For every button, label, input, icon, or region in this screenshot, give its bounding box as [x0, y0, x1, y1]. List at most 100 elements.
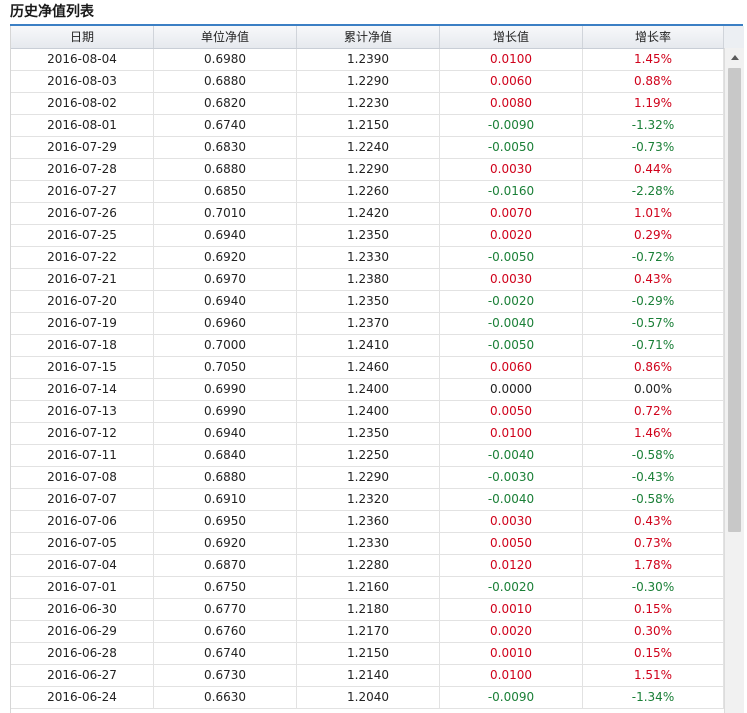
cell-change-value: 0.0020 [440, 621, 583, 642]
cell-date: 2016-08-03 [11, 71, 154, 92]
cell-date: 2016-06-28 [11, 643, 154, 664]
cell-unit-nav: 0.6880 [154, 71, 297, 92]
cell-date: 2016-06-24 [11, 687, 154, 708]
cell-unit-nav: 0.6990 [154, 379, 297, 400]
cell-unit-nav: 0.6920 [154, 247, 297, 268]
cell-change-value: -0.0040 [440, 489, 583, 510]
cell-change-value: -0.0040 [440, 313, 583, 334]
cell-change-rate: -0.72% [583, 247, 724, 268]
cell-change-value: 0.0060 [440, 357, 583, 378]
cell-change-value: -0.0090 [440, 115, 583, 136]
cell-change-value: 0.0070 [440, 203, 583, 224]
cell-date: 2016-07-01 [11, 577, 154, 598]
cell-change-value: 0.0080 [440, 93, 583, 114]
cell-unit-nav: 0.6940 [154, 423, 297, 444]
cell-date: 2016-07-11 [11, 445, 154, 466]
scrollbar-thumb[interactable] [728, 68, 741, 532]
cell-change-rate: 1.78% [583, 555, 724, 576]
cell-change-value: -0.0040 [440, 445, 583, 466]
cell-cumulative-nav: 1.2240 [297, 137, 440, 158]
cell-change-rate: -1.34% [583, 687, 724, 708]
cell-unit-nav: 0.6630 [154, 687, 297, 708]
cell-date: 2016-08-04 [11, 49, 154, 70]
cell-change-rate: -0.57% [583, 313, 724, 334]
cell-date: 2016-07-19 [11, 313, 154, 334]
cell-cumulative-nav: 1.2250 [297, 445, 440, 466]
cell-change-rate: -0.71% [583, 335, 724, 356]
cell-cumulative-nav: 1.2350 [297, 225, 440, 246]
table-row: 2016-07-27 0.6850 1.2260 -0.0160 -2.28% [11, 181, 724, 203]
cell-change-rate: 0.30% [583, 621, 724, 642]
cell-change-rate: -0.58% [583, 445, 724, 466]
cell-change-value: 0.0060 [440, 71, 583, 92]
cell-change-rate: 0.00% [583, 379, 724, 400]
cell-change-rate: -1.32% [583, 115, 724, 136]
cell-cumulative-nav: 1.2230 [297, 93, 440, 114]
cell-change-rate: 0.73% [583, 533, 724, 554]
table-row: 2016-07-29 0.6830 1.2240 -0.0050 -0.73% [11, 137, 724, 159]
cell-cumulative-nav: 1.2330 [297, 533, 440, 554]
table-row: 2016-06-27 0.6730 1.2140 0.0100 1.51% [11, 665, 724, 687]
table-row: 2016-07-11 0.6840 1.2250 -0.0040 -0.58% [11, 445, 724, 467]
table-row: 2016-07-20 0.6940 1.2350 -0.0020 -0.29% [11, 291, 724, 313]
table-row: 2016-08-02 0.6820 1.2230 0.0080 1.19% [11, 93, 724, 115]
cell-change-rate: -0.43% [583, 467, 724, 488]
cell-change-value: -0.0050 [440, 335, 583, 356]
scroll-up-button[interactable] [725, 48, 744, 66]
cell-date: 2016-07-20 [11, 291, 154, 312]
cell-cumulative-nav: 1.2290 [297, 467, 440, 488]
cell-change-rate: 1.19% [583, 93, 724, 114]
cell-change-value: 0.0100 [440, 665, 583, 686]
cell-change-rate: -0.58% [583, 489, 724, 510]
cell-change-rate: 0.44% [583, 159, 724, 180]
column-header-change-value: 增长值 [440, 26, 583, 48]
table-row: 2016-07-22 0.6920 1.2330 -0.0050 -0.72% [11, 247, 724, 269]
cell-change-value: 0.0010 [440, 643, 583, 664]
cell-date: 2016-07-06 [11, 511, 154, 532]
cell-change-rate: 1.51% [583, 665, 724, 686]
cell-cumulative-nav: 1.2150 [297, 643, 440, 664]
table-row: 2016-07-14 0.6990 1.2400 0.0000 0.00% [11, 379, 724, 401]
cell-unit-nav: 0.6990 [154, 401, 297, 422]
table-row: 2016-07-12 0.6940 1.2350 0.0100 1.46% [11, 423, 724, 445]
cell-date: 2016-06-29 [11, 621, 154, 642]
cell-change-rate: -2.28% [583, 181, 724, 202]
cell-change-value: 0.0050 [440, 401, 583, 422]
cell-unit-nav: 0.6880 [154, 467, 297, 488]
cell-change-value: -0.0050 [440, 137, 583, 158]
cell-date: 2016-07-26 [11, 203, 154, 224]
vertical-scrollbar[interactable] [724, 48, 744, 713]
cell-change-value: 0.0100 [440, 423, 583, 444]
table-row: 2016-07-05 0.6920 1.2330 0.0050 0.73% [11, 533, 724, 555]
cell-change-value: -0.0160 [440, 181, 583, 202]
cell-unit-nav: 0.6970 [154, 269, 297, 290]
cell-unit-nav: 0.6870 [154, 555, 297, 576]
cell-change-rate: 0.15% [583, 643, 724, 664]
cell-change-value: 0.0120 [440, 555, 583, 576]
cell-change-value: 0.0050 [440, 533, 583, 554]
cell-unit-nav: 0.6940 [154, 291, 297, 312]
table-row: 2016-06-28 0.6740 1.2150 0.0010 0.15% [11, 643, 724, 665]
cell-date: 2016-07-21 [11, 269, 154, 290]
cell-unit-nav: 0.6980 [154, 49, 297, 70]
cell-change-value: 0.0000 [440, 379, 583, 400]
cell-change-rate: -0.29% [583, 291, 724, 312]
cell-change-value: -0.0020 [440, 291, 583, 312]
cell-cumulative-nav: 1.2290 [297, 159, 440, 180]
cell-cumulative-nav: 1.2280 [297, 555, 440, 576]
cell-cumulative-nav: 1.2390 [297, 49, 440, 70]
cell-change-value: 0.0010 [440, 599, 583, 620]
table-body: 2016-08-04 0.6980 1.2390 0.0100 1.45% 2016-08… [11, 49, 724, 709]
cell-change-rate: 0.72% [583, 401, 724, 422]
table-row: 2016-07-19 0.6960 1.2370 -0.0040 -0.57% [11, 313, 724, 335]
cell-date: 2016-07-22 [11, 247, 154, 268]
table-row: 2016-06-24 0.6630 1.2040 -0.0090 -1.34% [11, 687, 724, 709]
table-row: 2016-08-03 0.6880 1.2290 0.0060 0.88% [11, 71, 724, 93]
cell-unit-nav: 0.6850 [154, 181, 297, 202]
column-header-cumulative-nav: 累计净值 [297, 26, 440, 48]
cell-unit-nav: 0.6840 [154, 445, 297, 466]
table-row: 2016-08-04 0.6980 1.2390 0.0100 1.45% [11, 49, 724, 71]
cell-date: 2016-07-18 [11, 335, 154, 356]
column-header-change-rate: 增长率 [583, 26, 724, 48]
cell-change-value: -0.0050 [440, 247, 583, 268]
